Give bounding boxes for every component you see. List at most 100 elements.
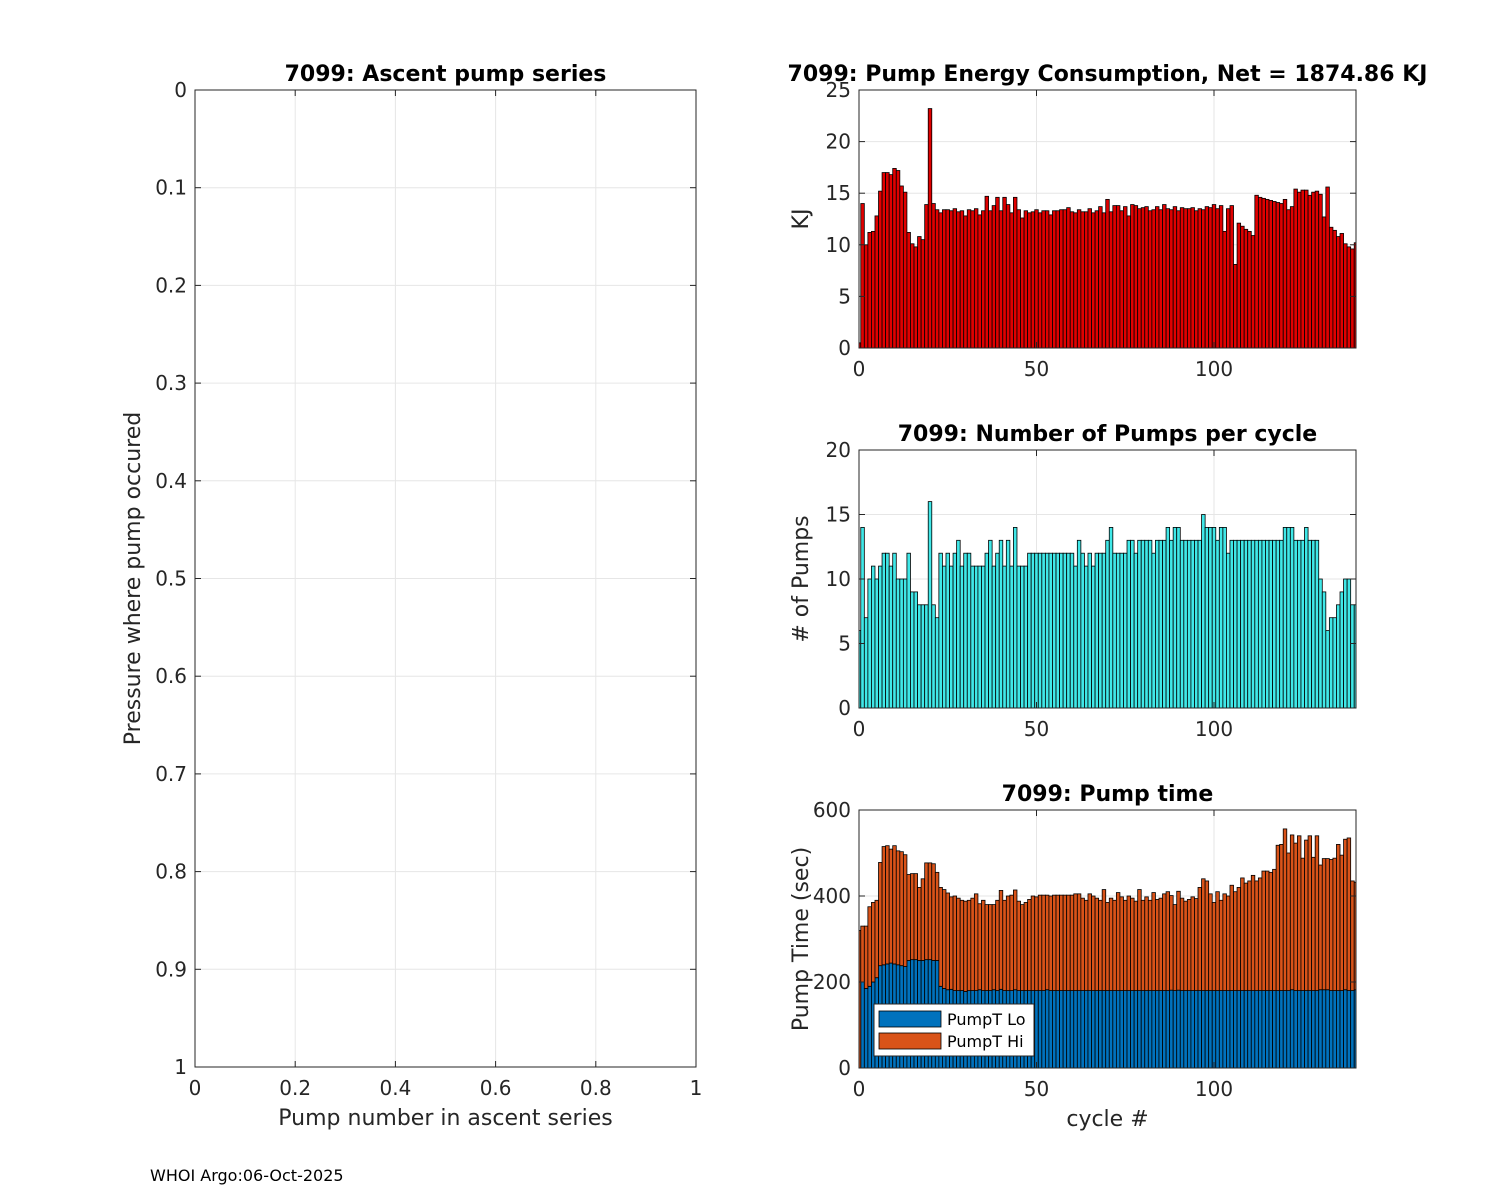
bar: [863, 617, 869, 709]
bar-segment-hi: [1101, 889, 1107, 991]
bar: [1236, 539, 1242, 709]
bar: [1226, 208, 1231, 349]
bar-segment-hi: [1048, 895, 1053, 991]
x-tick-label: 50: [1024, 717, 1049, 741]
bar-segment-hi: [1328, 859, 1334, 992]
bar: [1005, 204, 1011, 349]
bar: [1201, 209, 1206, 349]
bar: [938, 212, 943, 349]
bar: [1137, 539, 1142, 709]
bar: [1062, 552, 1068, 709]
bar: [1091, 212, 1096, 349]
bar: [1176, 210, 1181, 349]
bar-segment-hi: [1325, 858, 1330, 991]
bar: [860, 203, 865, 349]
bar-segment-hi: [1073, 893, 1078, 991]
bar: [1165, 527, 1171, 709]
bar: [1172, 206, 1178, 349]
bar-segment-hi: [902, 854, 908, 967]
bar-segment-lo: [1041, 990, 1046, 1069]
bar: [924, 604, 929, 709]
bar-segment-lo: [1105, 990, 1110, 1069]
bar: [1013, 196, 1018, 349]
bar-segment-hi: [1119, 896, 1124, 991]
bar: [1169, 209, 1174, 349]
bar: [1084, 565, 1089, 709]
bar-segment-hi: [981, 899, 986, 991]
bar-segment-hi: [1222, 893, 1227, 991]
bar: [1286, 527, 1291, 709]
bar-segment-hi: [920, 878, 926, 961]
bar-segment-lo: [1282, 990, 1288, 1069]
bar-segment-lo: [1130, 990, 1135, 1069]
bar: [1186, 539, 1192, 709]
bar-segment-hi: [1311, 856, 1316, 991]
bar: [1240, 539, 1245, 709]
bar-segment-hi: [1183, 900, 1188, 991]
bar: [888, 174, 894, 349]
bar: [1293, 539, 1298, 709]
bar-segment-hi: [1339, 854, 1344, 992]
bar: [1158, 209, 1163, 349]
bar: [952, 552, 958, 709]
bar: [1268, 200, 1273, 349]
bar: [977, 565, 982, 709]
bar-segment-lo: [1293, 990, 1298, 1069]
bar: [1013, 527, 1018, 709]
bar: [988, 539, 993, 709]
bar-segment-hi: [1005, 895, 1011, 991]
bar-segment-lo: [1112, 990, 1117, 1069]
bar: [966, 209, 972, 349]
bar: [1279, 539, 1284, 709]
bar: [1282, 198, 1288, 349]
bar-segment-hi: [1208, 893, 1213, 991]
bar-segment-hi: [885, 845, 890, 965]
bar: [1130, 539, 1135, 709]
y-tick-label: 0.1: [155, 176, 187, 200]
bar: [1339, 591, 1344, 709]
y-tick-label: 0.3: [155, 371, 187, 395]
bar-segment-hi: [1137, 889, 1142, 991]
bar: [1229, 205, 1234, 349]
bar: [1222, 230, 1227, 349]
bar: [1158, 539, 1163, 709]
bar-segment-hi: [1261, 870, 1266, 991]
bar: [1155, 206, 1160, 349]
bar-segment-hi: [1169, 895, 1174, 991]
bar: [1123, 552, 1128, 709]
bar: [902, 578, 908, 709]
bar-segment-hi: [1162, 893, 1167, 991]
bar: [1144, 539, 1149, 709]
bar: [1112, 205, 1117, 349]
bar: [973, 565, 979, 709]
bar-segment-hi: [1059, 894, 1064, 992]
bar: [1286, 209, 1291, 349]
bar: [931, 604, 936, 709]
bar: [1204, 527, 1210, 709]
bar: [1314, 539, 1320, 709]
bar-segment-hi: [984, 904, 989, 991]
bar: [1087, 208, 1092, 349]
bar-segment-lo: [1297, 990, 1302, 1069]
bar-segment-lo: [1183, 990, 1188, 1069]
bar-segment-hi: [1190, 896, 1195, 991]
bar: [988, 210, 993, 349]
bar: [867, 232, 872, 349]
bar: [874, 215, 879, 349]
bar: [1215, 539, 1220, 709]
bar-segment-lo: [1286, 990, 1291, 1069]
bar: [920, 239, 926, 349]
y-tick-label: 15: [826, 181, 851, 205]
bar-segment-hi: [1140, 899, 1146, 991]
bar: [1247, 539, 1252, 709]
bar: [895, 578, 901, 709]
legend-entry: PumpT Lo: [947, 1010, 1026, 1029]
bar-segment-lo: [1346, 990, 1352, 1069]
bar-segment-lo: [1201, 990, 1206, 1069]
bar: [1059, 552, 1064, 709]
bar: [977, 214, 982, 349]
y-tick-label: 25: [826, 78, 851, 102]
bar-segment-lo: [1091, 990, 1096, 1069]
y-tick-label: 5: [838, 284, 851, 308]
bar: [860, 527, 865, 709]
